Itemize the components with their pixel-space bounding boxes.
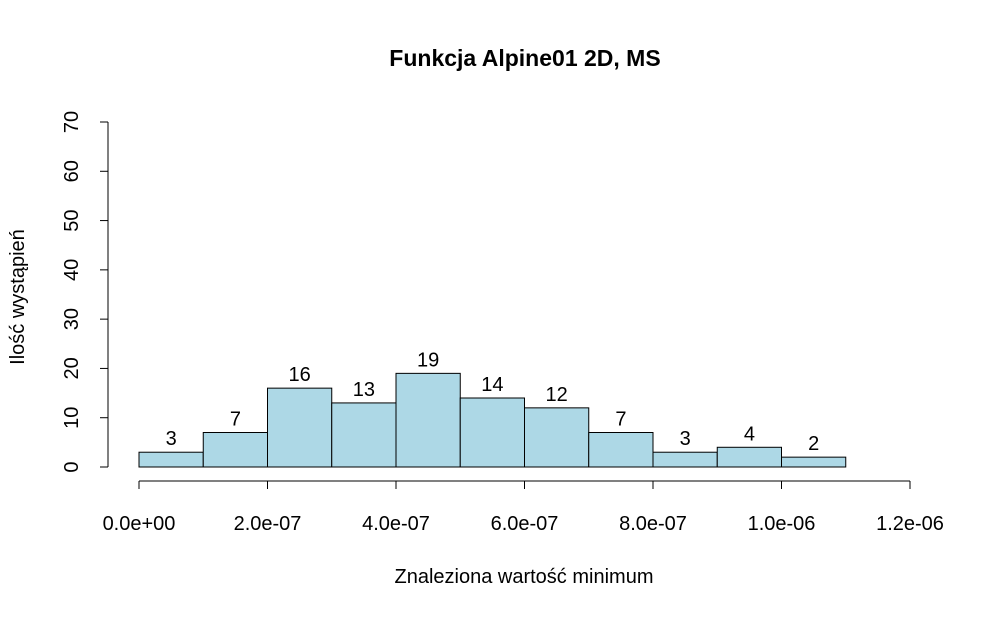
histogram-bar bbox=[652, 451, 718, 468]
y-tick-label: 0 bbox=[61, 461, 83, 472]
x-tick-label: 8.0e-07 bbox=[619, 513, 687, 535]
y-axis-label: Ilość wystąpień bbox=[7, 229, 29, 365]
histogram-bar bbox=[588, 432, 654, 468]
histogram-bar bbox=[781, 456, 847, 468]
histogram-bar bbox=[331, 402, 397, 468]
bar-value-label: 12 bbox=[546, 384, 568, 406]
bar-value-label: 3 bbox=[166, 428, 177, 450]
bar-value-label: 14 bbox=[481, 374, 503, 396]
bar-value-label: 13 bbox=[353, 379, 375, 401]
y-tick-label: 70 bbox=[61, 111, 83, 133]
bar-value-label: 16 bbox=[289, 364, 311, 386]
y-tick-label: 10 bbox=[61, 407, 83, 429]
histogram-bar bbox=[716, 446, 782, 468]
histogram-bar bbox=[459, 397, 525, 468]
x-tick-label: 1.0e-06 bbox=[748, 513, 816, 535]
x-tick-label: 4.0e-07 bbox=[362, 513, 430, 535]
x-tick-label: 0.0e+00 bbox=[103, 513, 176, 535]
bars bbox=[138, 372, 847, 468]
bar-value-label: 4 bbox=[744, 423, 755, 445]
y-tick-label: 40 bbox=[61, 259, 83, 281]
bar-value-label: 7 bbox=[230, 409, 241, 431]
data-labels: 3 7 16 13 19 14 12 7 3 4 2 bbox=[166, 349, 820, 455]
histogram-bar bbox=[524, 407, 590, 468]
x-axis-label: Znaleziona wartość minimum bbox=[395, 566, 654, 588]
y-tick-label: 30 bbox=[61, 308, 83, 330]
bar-value-label: 3 bbox=[680, 428, 691, 450]
y-tick-label: 20 bbox=[61, 357, 83, 379]
histogram-bar bbox=[395, 372, 461, 468]
x-tick-label: 2.0e-07 bbox=[234, 513, 302, 535]
bar-value-label: 19 bbox=[417, 349, 439, 371]
histogram-bar bbox=[267, 387, 333, 468]
y-axis: 0 10 20 30 40 50 60 70 bbox=[61, 111, 109, 473]
bar-value-label: 7 bbox=[615, 409, 626, 431]
y-tick-label: 50 bbox=[61, 209, 83, 231]
x-tick-label: 6.0e-07 bbox=[491, 513, 559, 535]
x-tick-label: 1.2e-06 bbox=[876, 513, 944, 535]
x-axis: 0.0e+00 2.0e-07 4.0e-07 6.0e-07 8.0e-07 1.0e-… bbox=[103, 480, 944, 535]
histogram-bar bbox=[202, 432, 268, 468]
chart-title: Funkcja Alpine01 2D, MS bbox=[389, 45, 660, 71]
y-tick-label: 60 bbox=[61, 160, 83, 182]
histogram-bar bbox=[138, 451, 204, 468]
bar-value-label: 2 bbox=[808, 433, 819, 455]
